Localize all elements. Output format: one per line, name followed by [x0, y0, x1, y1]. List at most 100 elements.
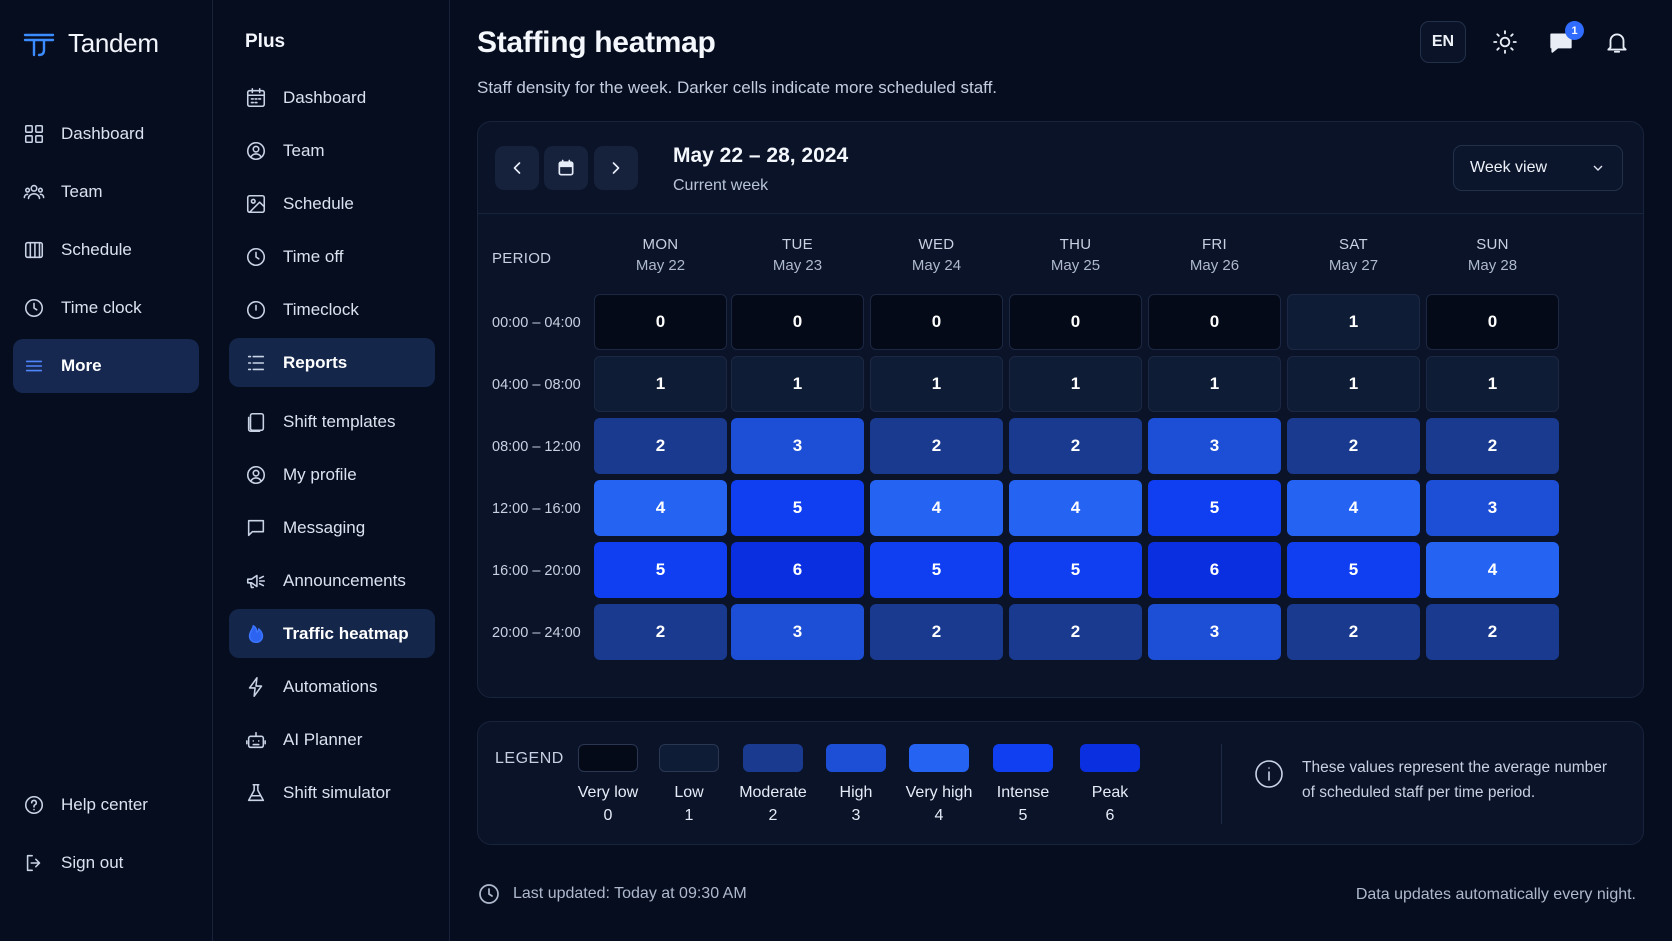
update-note: Data updates automatically every night.	[1355, 886, 1636, 903]
heatmap-row: 08:00 – 12:00 2 3 2 2 3 2 2	[478, 418, 1643, 480]
heatmap-cell[interactable]: 1	[1148, 356, 1281, 412]
legend-item-intense: Intense 5	[978, 744, 1068, 827]
day-header-sat: SAT May 27	[1287, 234, 1420, 276]
day-date: May 23	[772, 257, 823, 274]
last-updated: Last updated: Today at 09:30 AM	[477, 882, 747, 906]
plus-item-label: Traffic heatmap	[283, 623, 409, 643]
heatmap-cell[interactable]: 1	[870, 356, 1003, 412]
heatmap-cell[interactable]: 5	[731, 480, 864, 536]
nav-item-time-clock[interactable]: Time clock	[13, 281, 199, 335]
dashboard-icon	[23, 123, 45, 145]
date-range-title: May 22 – 28, 2024	[673, 144, 849, 167]
heatmap-cell[interactable]: 3	[1148, 418, 1281, 474]
heatmap-cell[interactable]: 2	[1009, 418, 1142, 474]
heatmap-cell[interactable]: 2	[870, 418, 1003, 474]
view-select[interactable]: Week view	[1453, 145, 1623, 191]
date-picker-button[interactable]	[544, 146, 588, 190]
day-name: FRI	[1201, 236, 1228, 253]
menu-icon	[23, 355, 45, 377]
heatmap-cell[interactable]: 5	[1287, 542, 1420, 598]
messages-button[interactable]: 1	[1544, 21, 1584, 63]
chevron-down-icon	[1590, 160, 1606, 176]
heatmap-cell[interactable]: 2	[1287, 604, 1420, 660]
heatmap-cell[interactable]: 3	[731, 604, 864, 660]
heatmap-cell[interactable]: 1	[594, 356, 727, 412]
tandem-logo-icon	[22, 26, 56, 60]
heatmap-cell[interactable]: 4	[870, 480, 1003, 536]
plus-item-schedule[interactable]: Schedule	[229, 179, 435, 228]
heatmap-cell[interactable]: 2	[1287, 418, 1420, 474]
plus-item-reports[interactable]: Reports	[229, 338, 435, 387]
day-header-wed: WED May 24	[870, 234, 1003, 276]
heatmap-cell[interactable]: 1	[1287, 294, 1420, 350]
plus-item-traffic-heatmap[interactable]: Traffic heatmap	[229, 609, 435, 658]
plus-item-dashboard[interactable]: Dashboard	[229, 73, 435, 122]
sign-out-icon	[23, 852, 45, 874]
plus-item-time-off[interactable]: Time off	[229, 232, 435, 281]
plus-item-shift-templates[interactable]: Shift templates	[229, 397, 435, 446]
heatmap-cell[interactable]: 2	[1009, 604, 1142, 660]
day-date: May 24	[911, 257, 962, 274]
heatmap-cell[interactable]: 0	[731, 294, 864, 350]
heatmap-cell[interactable]: 2	[1426, 604, 1559, 660]
plus-item-shift-simulator[interactable]: Shift simulator	[229, 768, 435, 817]
nav-item-sign-out[interactable]: Sign out	[13, 836, 199, 890]
heatmap-cell[interactable]: 6	[1148, 542, 1281, 598]
language-button[interactable]: EN	[1420, 21, 1466, 63]
plus-item-team[interactable]: Team	[229, 126, 435, 175]
plus-item-messaging[interactable]: Messaging	[229, 503, 435, 552]
heatmap-cell[interactable]: 5	[1009, 542, 1142, 598]
message-count-badge: 1	[1565, 21, 1584, 40]
heatmap-cell[interactable]: 4	[1426, 542, 1559, 598]
plus-item-label: AI Planner	[283, 729, 363, 749]
heatmap-cell[interactable]: 1	[1287, 356, 1420, 412]
heatmap-cell[interactable]: 3	[1148, 604, 1281, 660]
heatmap-card: May 22 – 28, 2024 Current week Week view…	[477, 121, 1644, 698]
heatmap-cell[interactable]: 6	[731, 542, 864, 598]
legend-item-very-high: Very high 4	[894, 744, 984, 827]
notifications-button[interactable]	[1600, 21, 1634, 63]
prev-week-button[interactable]	[495, 146, 539, 190]
heatmap-cell[interactable]: 4	[1009, 480, 1142, 536]
heatmap-cell[interactable]: 3	[1426, 480, 1559, 536]
plus-item-label: Shift templates	[283, 411, 396, 431]
heatmap-cell[interactable]: 1	[1009, 356, 1142, 412]
period-label: 20:00 – 24:00	[492, 625, 581, 641]
heatmap-cell[interactable]: 2	[594, 418, 727, 474]
nav-item-team[interactable]: Team	[13, 165, 199, 219]
heatmap-cell[interactable]: 5	[870, 542, 1003, 598]
heatmap-cell[interactable]: 0	[594, 294, 727, 350]
plus-item-automations[interactable]: Automations	[229, 662, 435, 711]
heatmap-cell[interactable]: 0	[1009, 294, 1142, 350]
legend-item-moderate: Moderate 2	[728, 744, 818, 827]
heatmap-cell[interactable]: 4	[1287, 480, 1420, 536]
heatmap-cell[interactable]: 2	[870, 604, 1003, 660]
heatmap-cell[interactable]: 2	[1426, 418, 1559, 474]
heatmap-cell[interactable]: 0	[1148, 294, 1281, 350]
heatmap-cell[interactable]: 4	[594, 480, 727, 536]
heatmap-cell[interactable]: 5	[1148, 480, 1281, 536]
nav-item-dashboard[interactable]: Dashboard	[13, 107, 199, 161]
next-week-button[interactable]	[594, 146, 638, 190]
day-date: May 26	[1189, 257, 1240, 274]
plus-item-announcements[interactable]: Announcements	[229, 556, 435, 605]
heatmap-cell[interactable]: 2	[594, 604, 727, 660]
day-header-thu: THU May 25	[1009, 234, 1142, 276]
plus-item-my-profile[interactable]: My profile	[229, 450, 435, 499]
theme-toggle-button[interactable]	[1488, 21, 1522, 63]
nav-item-help-center[interactable]: Help center	[13, 778, 199, 832]
heatmap-cell[interactable]: 1	[731, 356, 864, 412]
nav-item-more[interactable]: More	[13, 339, 199, 393]
app-name: Tandem	[68, 27, 159, 58]
heatmap-cell[interactable]: 3	[731, 418, 864, 474]
heatmap-cell[interactable]: 0	[870, 294, 1003, 350]
nav-item-schedule[interactable]: Schedule	[13, 223, 199, 277]
plus-item-timeclock[interactable]: Timeclock	[229, 285, 435, 334]
legend-value: 1	[684, 807, 694, 824]
app-logo[interactable]: Tandem	[22, 26, 159, 60]
heatmap-cell[interactable]: 0	[1426, 294, 1559, 350]
clock-icon	[477, 882, 501, 906]
plus-item-ai-planner[interactable]: AI Planner	[229, 715, 435, 764]
heatmap-cell[interactable]: 1	[1426, 356, 1559, 412]
heatmap-cell[interactable]: 5	[594, 542, 727, 598]
